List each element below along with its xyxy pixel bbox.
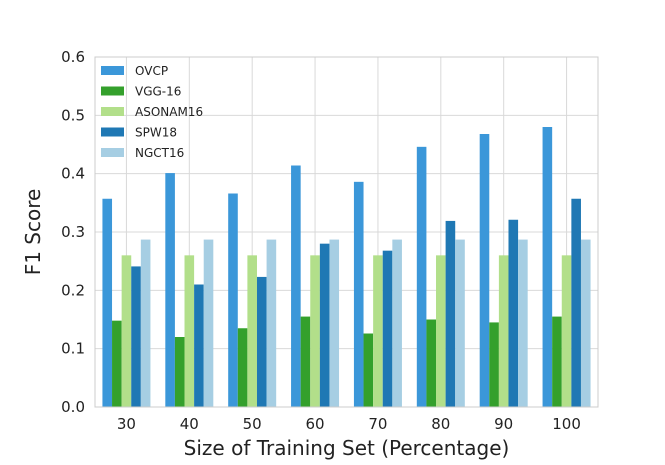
y-tick-label: 0.4 [61,165,85,183]
legend: OVCP VGG-16 ASONAM16 SPW18 NGCT16 [101,64,203,160]
bar-asonam16-30 [121,255,132,407]
bar-spw18-100 [571,198,581,407]
bar-ovcp-90 [479,134,490,407]
y-tick-label: 0.5 [61,106,85,124]
x-tick-label: 70 [368,415,387,433]
bar-spw18-70 [382,250,393,407]
x-axis-label: Size of Training Set (Percentage) [184,436,510,460]
bar-ovcp-100 [542,127,553,407]
legend-label-ovcp: OVCP [135,64,168,78]
bar-vgg-16-50 [237,328,248,407]
x-tick-label: 30 [117,415,136,433]
bar-ovcp-80 [416,146,427,408]
bar-vgg-16-80 [426,319,437,407]
bar-asonam16-100 [561,255,572,407]
y-tick-label: 0.6 [61,48,85,66]
legend-swatch-asonam16 [101,107,124,116]
y-axis-label: F1 Score [21,189,45,276]
bar-asonam16-70 [373,255,383,407]
bar-vgg-16-40 [174,337,185,407]
legend-label-vgg-16: VGG-16 [135,85,181,99]
y-tick-label: 0.1 [61,340,85,358]
bar-vgg-16-100 [552,316,562,407]
plot-frame [94,56,599,408]
bar-asonam16-60 [310,255,320,407]
y-tick-labels: 0.0 0.1 0.2 0.3 0.4 0.5 0.6 [61,48,85,416]
bar-spw18-40 [194,284,204,407]
bar-ngct16-100 [580,239,591,407]
y-tick-label: 0.2 [61,281,85,299]
legend-swatch-ovcp [101,66,124,75]
bar-asonam16-80 [436,255,446,407]
bar-vgg-16-90 [489,322,499,407]
y-tick-label: 0.3 [61,223,85,241]
bar-asonam16-40 [184,255,195,407]
bar-ngct16-90 [518,239,528,407]
legend-label-ngct16: NGCT16 [135,146,184,160]
bar-vgg-16-70 [363,333,374,407]
bar-ovcp-70 [353,181,364,407]
bar-ngct16-80 [455,239,465,407]
bar-ngct16-70 [392,239,402,407]
x-tick-label: 100 [552,415,581,433]
legend-swatch-vgg-16 [101,86,124,96]
legend-swatch-spw18 [101,127,124,137]
bar-vgg-16-60 [300,316,311,407]
bar-spw18-60 [319,243,330,407]
bar-spw18-30 [131,266,141,407]
bar-ngct16-30 [140,239,151,407]
x-tick-labels: 30 40 50 60 70 80 90 100 [117,415,581,433]
bar-spw18-50 [256,276,267,407]
x-tick-label: 50 [243,415,262,433]
bar-asonam16-50 [247,255,257,407]
legend-label-asonam16: ASONAM16 [135,105,203,119]
bar-spw18-90 [508,219,519,407]
bars [102,127,591,408]
legend-label-spw18: SPW18 [135,126,177,140]
bar-ngct16-50 [266,239,277,407]
bar-spw18-80 [445,220,456,407]
x-tick-label: 60 [306,415,325,433]
bar-ovcp-40 [165,173,175,407]
bar-ovcp-30 [102,198,113,407]
x-tick-label: 80 [431,415,450,433]
bar-vgg-16-30 [112,320,122,407]
x-tick-label: 90 [494,415,513,433]
bar-ngct16-40 [203,239,214,407]
y-tick-label: 0.0 [61,398,85,416]
bar-ovcp-50 [228,193,238,407]
bar-ngct16-60 [329,239,340,407]
legend-swatch-ngct16 [101,148,124,157]
x-tick-label: 40 [180,415,199,433]
bar-asonam16-90 [498,255,509,407]
bar-ovcp-60 [291,165,301,407]
